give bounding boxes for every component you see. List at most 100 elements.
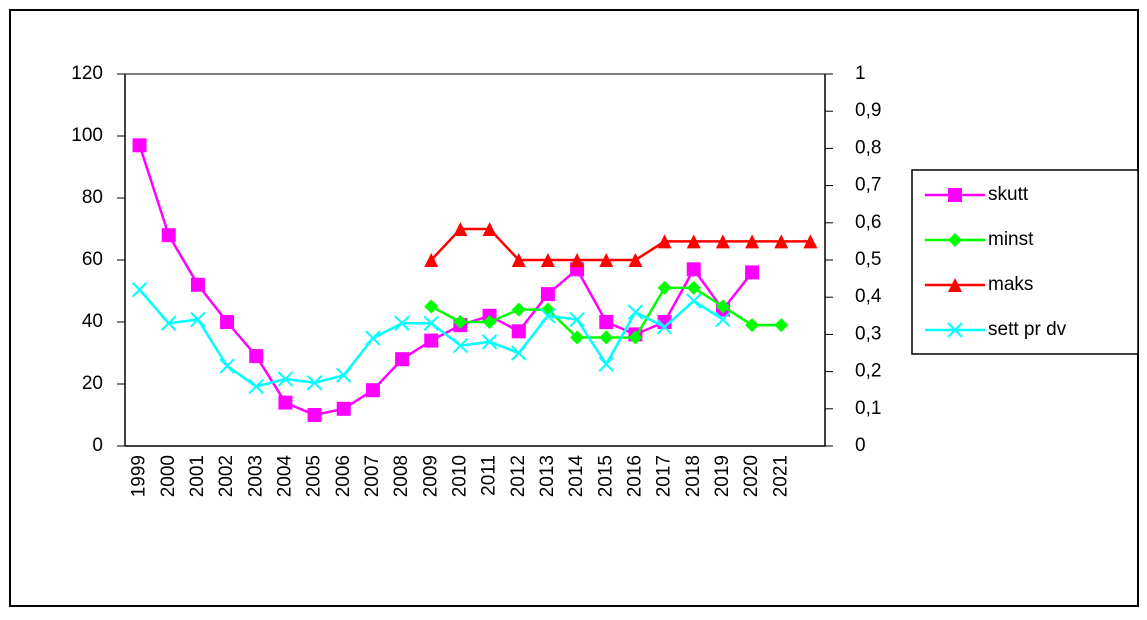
data-point (424, 333, 439, 348)
data-point (190, 277, 205, 292)
data-point (657, 234, 672, 249)
data-point (395, 352, 410, 367)
data-point (481, 334, 498, 350)
data-point (336, 367, 352, 384)
y2-tick-label: 0,5 (855, 249, 881, 270)
data-point (161, 228, 176, 243)
x-tick-label: 1999 (129, 455, 150, 497)
y-tick-label: 40 (82, 311, 103, 332)
y-tick-label: 120 (71, 63, 103, 84)
x-tick-label: 2017 (654, 455, 675, 497)
y-tick-label: 80 (82, 187, 103, 208)
data-point (570, 253, 585, 267)
data-point (598, 356, 614, 372)
y2-tick-label: 0,2 (855, 361, 881, 382)
x-tick-label: 2018 (683, 455, 704, 497)
data-point (715, 311, 731, 328)
legend-label: sett pr dv (988, 319, 1067, 340)
x-tick-label: 2003 (245, 455, 266, 497)
data-point (249, 349, 264, 364)
x-tick-label: 2013 (537, 455, 558, 497)
x-tick-label: 2000 (158, 455, 179, 497)
data-point (511, 302, 526, 317)
y-tick-label: 0 (92, 435, 103, 456)
y2-tick-label: 1 (855, 63, 866, 84)
data-point (220, 315, 235, 329)
y2-tick-label: 0,9 (855, 100, 881, 121)
x-tick-label: 2007 (362, 455, 383, 497)
data-point (686, 280, 701, 295)
x-tick-label: 2006 (333, 455, 354, 497)
data-point (599, 253, 614, 267)
x-tick-label: 2005 (304, 455, 325, 497)
data-point (745, 265, 760, 280)
x-tick-label: 2008 (391, 455, 412, 497)
data-point (540, 308, 556, 324)
y2-tick-label: 0,8 (855, 137, 881, 158)
legend-label: minst (988, 229, 1034, 250)
data-point (774, 234, 789, 249)
x-tick-label: 2001 (187, 455, 208, 497)
data-point (628, 253, 643, 267)
data-point (656, 319, 673, 335)
data-point (424, 253, 439, 267)
data-point (452, 337, 469, 354)
data-point (278, 395, 293, 410)
data-point (248, 378, 264, 395)
data-point (686, 262, 701, 277)
x-tick-label: 2010 (449, 455, 470, 497)
y2-tick-label: 0 (855, 435, 866, 456)
y2-tick-label: 0,4 (855, 286, 882, 307)
data-point (365, 330, 381, 346)
legend-marker (948, 188, 962, 202)
x-tick-label: 2020 (741, 455, 762, 497)
data-point (511, 253, 526, 267)
data-point (657, 280, 672, 295)
data-point (599, 315, 614, 329)
data-point (745, 318, 760, 333)
y2-tick-label: 0,1 (855, 398, 881, 419)
data-point (511, 345, 527, 361)
data-point (365, 383, 380, 398)
data-point (423, 315, 439, 331)
legend-marker (948, 233, 962, 247)
x-tick-label: 2019 (712, 455, 733, 497)
legend-marker (947, 322, 963, 338)
y-tick-label: 60 (82, 249, 103, 270)
y2-tick-label: 0,7 (855, 175, 881, 196)
data-point (570, 330, 585, 345)
data-point (803, 234, 818, 249)
x-tick-label: 2004 (274, 455, 295, 498)
data-point (219, 358, 235, 374)
data-point (277, 371, 294, 387)
data-point (627, 304, 644, 320)
data-point (745, 234, 760, 249)
data-point (628, 330, 643, 345)
data-point (686, 234, 701, 249)
data-point (774, 318, 789, 333)
data-point (453, 315, 468, 329)
legend-marker (948, 278, 962, 292)
data-point (306, 375, 323, 391)
data-point (599, 330, 614, 345)
data-point (482, 222, 497, 236)
y-tick-label: 100 (71, 125, 103, 146)
data-point (161, 315, 177, 331)
y-tick-label: 20 (82, 373, 103, 394)
data-point (132, 138, 147, 153)
x-tick-label: 2014 (566, 455, 587, 498)
x-tick-label: 2021 (770, 455, 791, 497)
x-tick-label: 2015 (595, 455, 616, 497)
data-point (715, 234, 730, 249)
data-point (336, 401, 351, 416)
x-tick-label: 2016 (624, 455, 645, 497)
y2-tick-label: 0,3 (855, 323, 881, 344)
x-tick-label: 2009 (420, 455, 441, 497)
x-tick-label: 2012 (508, 455, 529, 497)
data-point (190, 311, 206, 328)
data-point (715, 299, 730, 314)
data-point (686, 293, 702, 309)
data-point (482, 315, 497, 329)
data-point (394, 315, 410, 331)
